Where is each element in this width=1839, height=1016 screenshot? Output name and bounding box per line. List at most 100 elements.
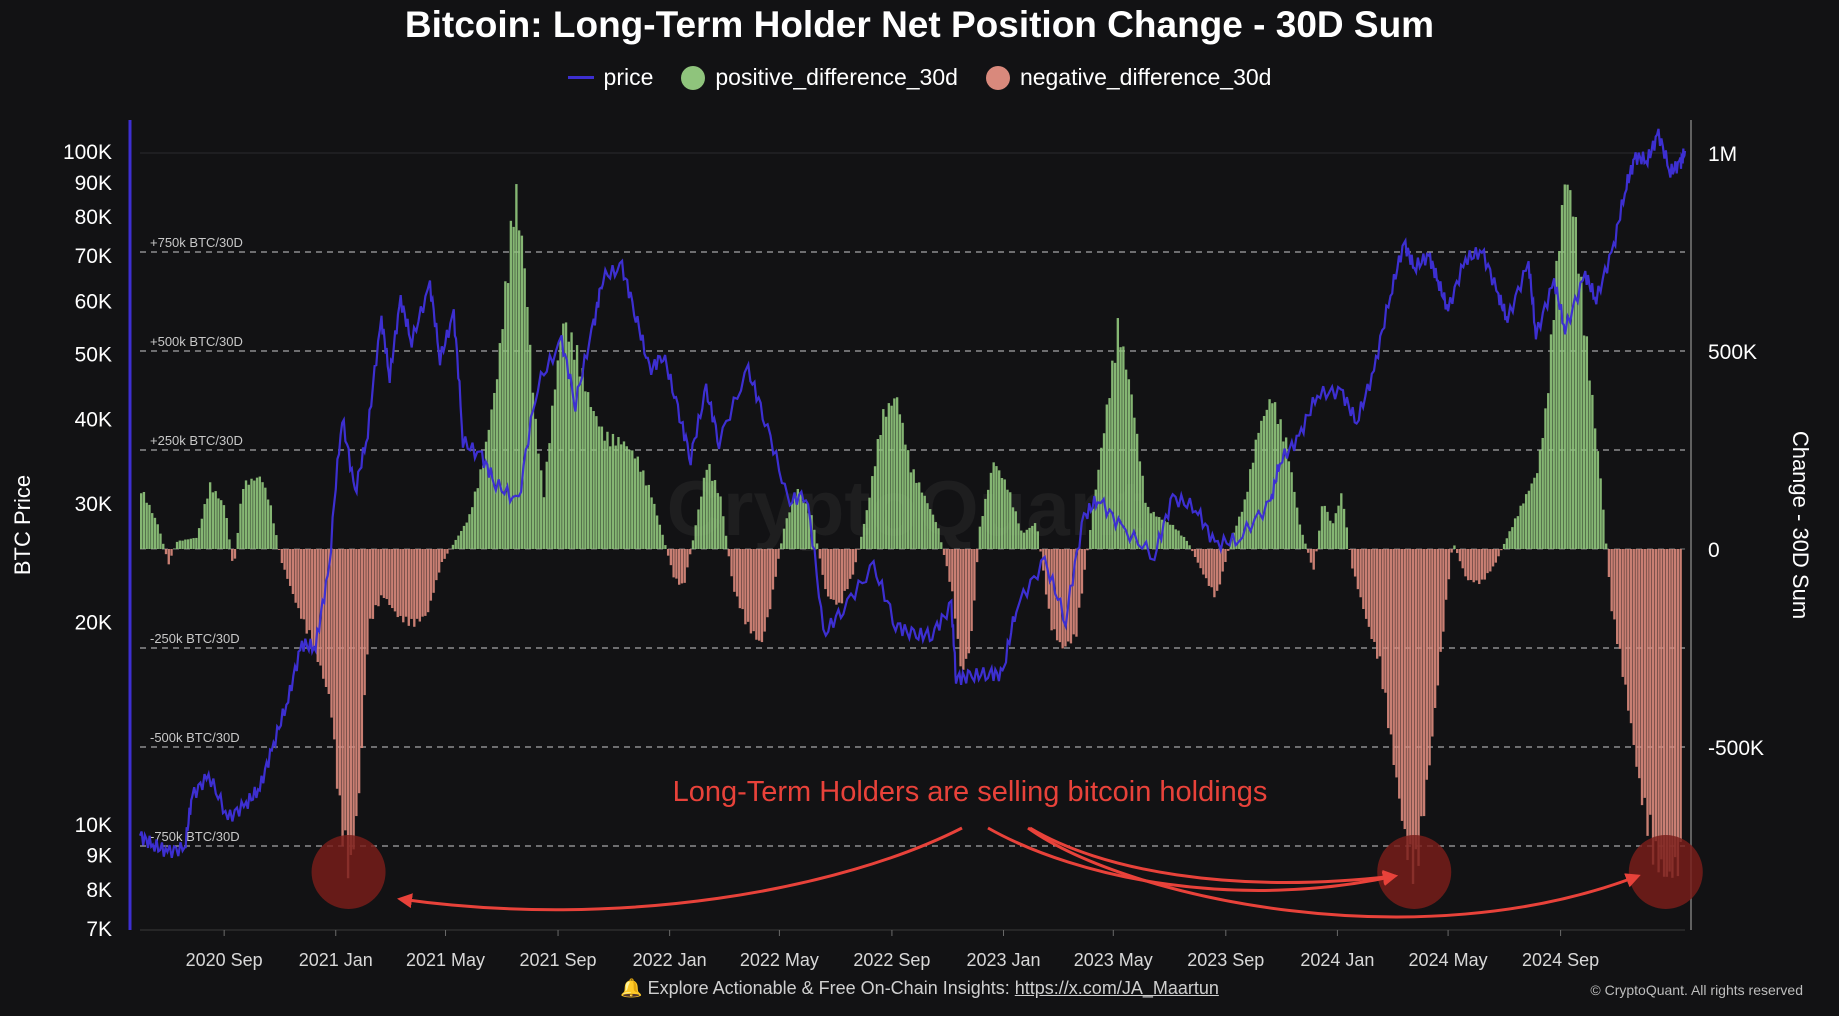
left-tick-label: 20K: [75, 611, 112, 634]
positive-bar: [1260, 420, 1263, 549]
positive-bar: [1235, 525, 1238, 549]
positive-bar: [1180, 535, 1183, 549]
negative-bar: [1497, 549, 1500, 557]
negative-bar: [752, 549, 755, 632]
negative-bar: [231, 549, 234, 561]
positive-bar: [1011, 507, 1015, 549]
negative-bar: [407, 549, 410, 626]
positive-bar: [175, 541, 179, 549]
legend-item-negative[interactable]: negative_difference_30d: [985, 64, 1271, 91]
positive-bar: [272, 523, 275, 549]
positive-bar: [1541, 437, 1544, 549]
positive-bar: [1251, 462, 1255, 549]
negative-bar: [1199, 549, 1202, 569]
positive-bar: [904, 444, 907, 549]
negative-bar: [1500, 549, 1503, 551]
positive-bar: [1135, 433, 1139, 549]
negative-bar: [1654, 549, 1657, 842]
legend-item-price[interactable]: price: [567, 64, 653, 91]
bell-icon: 🔔: [620, 978, 643, 998]
negative-bar: [1064, 549, 1067, 647]
negative-bar: [769, 549, 772, 610]
positive-bar: [909, 472, 913, 549]
positive-bar: [879, 435, 882, 549]
positive-bar: [937, 528, 940, 549]
negative-bar: [1414, 549, 1417, 850]
positive-bar: [1563, 184, 1566, 549]
positive-bar: [1334, 513, 1337, 549]
positive-bar: [1094, 489, 1097, 549]
positive-bar: [487, 429, 490, 549]
positive-bar: [1599, 478, 1602, 549]
positive-bar: [1124, 369, 1128, 549]
negative-bar: [840, 549, 844, 604]
negative-bar: [1662, 549, 1666, 877]
positive-bar: [639, 471, 642, 549]
negative-bar: [1428, 549, 1431, 766]
reference-line-label: +750k BTC/30D: [150, 235, 243, 250]
positive-bar: [454, 539, 457, 549]
positive-bar: [1113, 362, 1117, 549]
negative-bar: [1638, 549, 1641, 779]
negative-bar: [446, 549, 449, 554]
negative-bar: [1649, 549, 1652, 815]
negative-bar: [1075, 549, 1078, 637]
positive-bar: [882, 409, 885, 549]
negative-bar: [1607, 549, 1611, 577]
positive-bar: [517, 230, 521, 549]
negative-bar: [288, 549, 292, 586]
annotation-arrow: [1029, 826, 1398, 885]
negative-bar: [1353, 549, 1357, 577]
positive-bar: [255, 477, 259, 549]
positive-bar: [537, 453, 540, 549]
negative-bar: [1400, 549, 1404, 821]
negative-bar: [741, 549, 744, 610]
positive-bar: [1538, 449, 1542, 549]
negative-bar: [1370, 549, 1373, 640]
positive-bar: [647, 484, 650, 549]
positive-bar: [926, 503, 929, 549]
negative-bar: [733, 549, 736, 592]
x-tick-label: 2022 Sep: [853, 950, 930, 970]
positive-bar: [912, 469, 915, 549]
negative-bar: [402, 549, 405, 623]
negative-bar: [1315, 549, 1318, 552]
negative-bar: [1392, 549, 1395, 765]
x-tick-label: 2022 May: [740, 950, 819, 970]
negative-bar: [164, 549, 168, 555]
positive-bar: [236, 532, 239, 549]
positive-bar: [1028, 527, 1031, 549]
positive-bar: [584, 391, 587, 549]
positive-bar: [600, 426, 604, 549]
negative-bar: [277, 549, 281, 550]
positive-bar: [923, 495, 926, 549]
positive-bar: [929, 509, 932, 549]
negative-bar: [1348, 549, 1351, 550]
negative-bar: [1381, 549, 1384, 690]
footer-text: Explore Actionable & Free On-Chain Insig…: [647, 978, 1010, 998]
positive-bar: [860, 536, 863, 549]
negative-bar: [1668, 549, 1671, 872]
positive-bar: [140, 493, 143, 549]
positive-bar: [1249, 469, 1252, 549]
negative-bar: [818, 549, 822, 559]
positive-bar: [1152, 511, 1155, 549]
positive-bar: [1544, 408, 1547, 549]
positive-bar: [931, 514, 935, 549]
negative-bar: [1442, 549, 1445, 632]
positive-bar: [807, 513, 811, 549]
negative-bar: [666, 549, 670, 556]
negative-bar: [1050, 549, 1053, 631]
negative-bar: [746, 549, 750, 622]
negative-bar: [1061, 549, 1064, 649]
negative-bar: [380, 549, 383, 596]
negative-bar: [443, 549, 446, 559]
negative-bar: [413, 549, 416, 627]
negative-bar: [826, 549, 830, 597]
legend-item-positive[interactable]: positive_difference_30d: [681, 64, 958, 91]
footer-link[interactable]: https://x.com/JA_Maartun: [1014, 978, 1219, 998]
negative-bar: [1196, 549, 1200, 563]
negative-bar: [1610, 549, 1613, 612]
positive-bar: [1279, 419, 1282, 549]
negative-bar: [1406, 549, 1409, 861]
